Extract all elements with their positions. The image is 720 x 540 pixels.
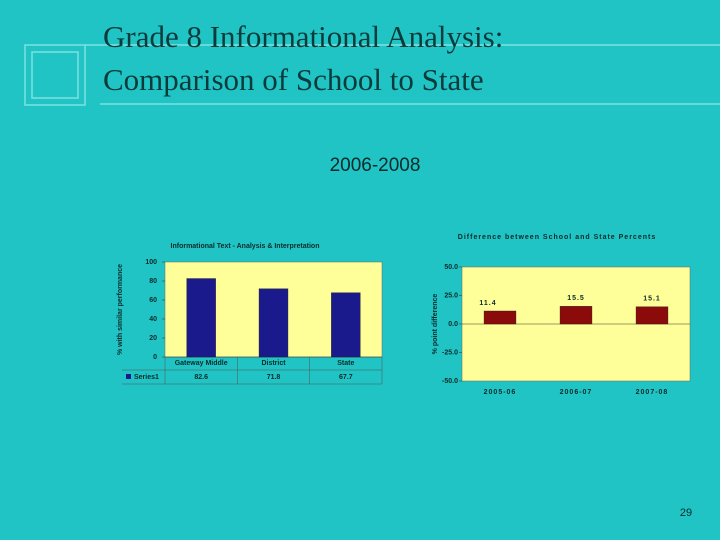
x-tick-label: 2007-08	[636, 389, 669, 396]
slide-title: Comparison of School to State	[103, 62, 484, 97]
chart-title: Informational Text - Analysis & Interpre…	[171, 243, 320, 250]
legend-swatch	[126, 374, 131, 379]
y-tick-label: 80	[149, 278, 157, 285]
table-value: 71.8	[267, 374, 281, 381]
y-axis-label: % with similar performance	[117, 264, 124, 355]
chart-title: Difference between School and State Perc…	[458, 234, 656, 241]
y-tick-label: 0.0	[448, 321, 458, 328]
bar	[331, 292, 361, 358]
y-tick-label: 25.0	[444, 292, 458, 299]
x-tick-label: District	[261, 360, 286, 367]
x-tick-label: State	[337, 360, 354, 367]
bar	[559, 306, 593, 325]
data-label: 11.4	[479, 300, 496, 307]
table-value: 82.6	[194, 374, 208, 381]
legend-label: Series1	[134, 374, 159, 381]
y-axis-label: % point difference	[432, 294, 439, 355]
data-label: 15.1	[643, 296, 661, 303]
x-tick-label: 2005-06	[484, 389, 517, 396]
bar	[483, 310, 517, 325]
bar	[258, 288, 289, 358]
page-number: 29	[680, 507, 692, 519]
y-tick-label: 0	[153, 354, 157, 361]
x-tick-label: Gateway Middle	[175, 360, 228, 367]
data-label: 15.5	[567, 295, 585, 302]
y-tick-label: 60	[149, 297, 157, 304]
decoration	[24, 44, 720, 106]
slide-title: Grade 8 Informational Analysis:	[103, 19, 503, 54]
bar	[635, 306, 669, 325]
y-tick-label: 20	[149, 335, 157, 342]
bar	[186, 278, 216, 358]
y-tick-label: 40	[149, 316, 157, 323]
x-tick-label: 2006-07	[560, 389, 593, 396]
y-tick-label: -25.0	[442, 349, 458, 356]
subtitle: 2006-2008	[330, 155, 421, 176]
y-tick-label: 100	[145, 259, 157, 266]
y-tick-label: 50.0	[444, 264, 458, 271]
y-tick-label: -50.0	[442, 378, 458, 385]
table-value: 67.7	[339, 374, 353, 381]
